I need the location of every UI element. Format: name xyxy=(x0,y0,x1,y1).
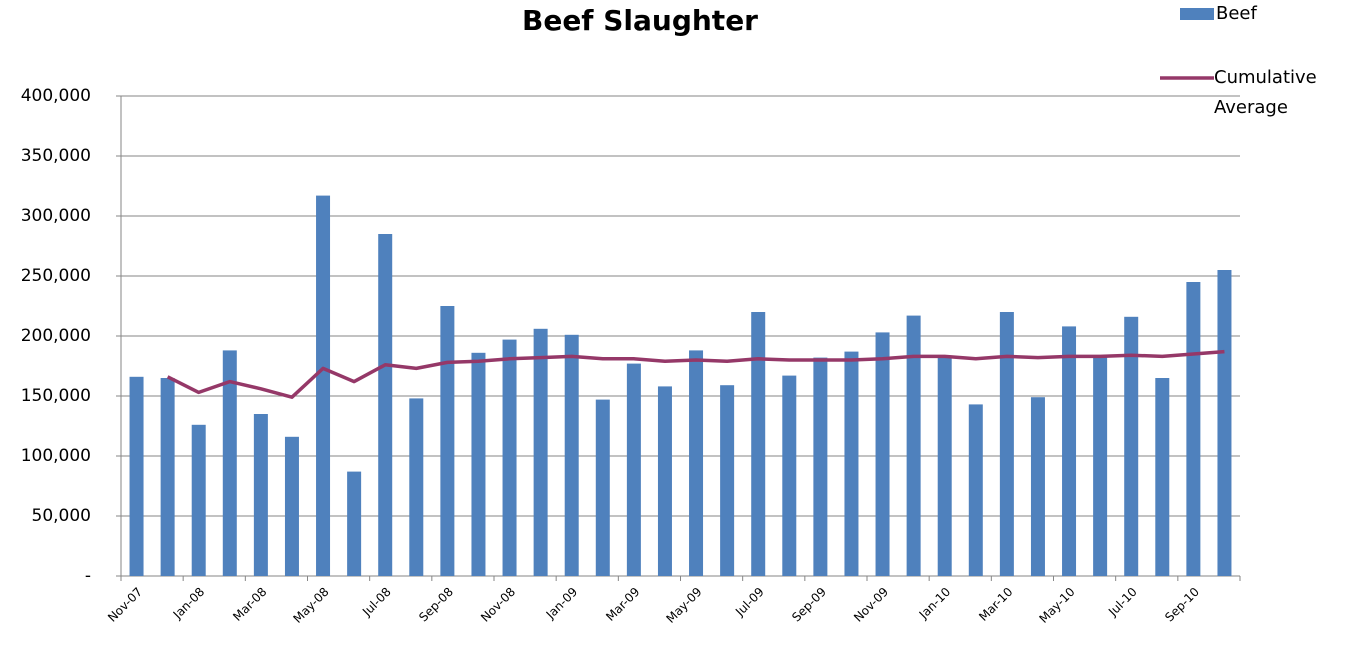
x-tick-label: Nov-09 xyxy=(851,585,891,625)
bar xyxy=(284,436,299,576)
bar xyxy=(657,386,672,576)
x-tick-label: Sep-08 xyxy=(416,585,456,625)
bar xyxy=(937,356,952,576)
y-tick-label: 300,000 xyxy=(21,206,91,226)
bar xyxy=(1030,397,1045,576)
bar xyxy=(440,306,455,576)
x-tick-label: Jul-10 xyxy=(1105,585,1140,620)
y-tick-label: 250,000 xyxy=(21,266,91,286)
bar xyxy=(968,404,983,576)
bar xyxy=(1186,282,1201,576)
bar xyxy=(751,312,766,576)
bar xyxy=(253,414,268,576)
bar xyxy=(813,357,828,576)
x-tick-label: Nov-08 xyxy=(478,585,518,625)
x-tick-label: Mar-10 xyxy=(976,585,1015,624)
legend-label: Cumulative Average xyxy=(1214,67,1317,118)
x-tick-label: Sep-09 xyxy=(789,585,829,625)
bar xyxy=(564,334,579,576)
bar xyxy=(502,339,517,576)
y-tick-label: - xyxy=(85,566,91,586)
bar xyxy=(1062,326,1077,576)
bar xyxy=(626,363,641,576)
bar xyxy=(471,352,486,576)
bar xyxy=(1155,378,1170,576)
bar xyxy=(689,350,704,576)
bar xyxy=(222,350,237,576)
bar xyxy=(906,315,921,576)
line xyxy=(166,349,1225,399)
x-tick-label: Jan-10 xyxy=(916,585,954,623)
bar xyxy=(409,398,424,576)
y-tick-label: 350,000 xyxy=(21,146,91,166)
bar xyxy=(533,328,548,576)
bar xyxy=(129,376,144,576)
x-tick-label: Jan-08 xyxy=(170,585,208,623)
bar xyxy=(1124,316,1139,576)
bar xyxy=(160,378,175,576)
y-tick-label: 100,000 xyxy=(21,446,91,466)
bar xyxy=(720,385,735,576)
bar xyxy=(999,312,1014,576)
x-tick-label: Mar-08 xyxy=(230,585,269,624)
x-tick-label: May-10 xyxy=(1036,585,1077,626)
x-tick-label: Jul-08 xyxy=(359,585,394,620)
x-tick-label: Jul-09 xyxy=(732,585,767,620)
legend-swatch xyxy=(1180,8,1214,20)
x-tick-label: Sep-10 xyxy=(1162,585,1202,625)
bar xyxy=(378,234,393,576)
bar xyxy=(347,471,362,576)
bar xyxy=(595,399,610,576)
chart-title: Beef Slaughter xyxy=(522,4,758,37)
x-tick-label: Mar-09 xyxy=(603,585,642,624)
bar xyxy=(1217,270,1232,576)
x-tick-label: May-09 xyxy=(663,585,704,626)
bar xyxy=(844,351,859,576)
x-tick-label: Nov-07 xyxy=(105,585,145,625)
bar xyxy=(875,332,890,576)
y-tick-label: 50,000 xyxy=(32,506,91,526)
x-tick-label: Jan-09 xyxy=(543,585,581,623)
legend-label: Beef xyxy=(1216,3,1257,24)
x-tick-label: May-08 xyxy=(290,585,331,626)
bar xyxy=(782,375,797,576)
bar xyxy=(1093,356,1108,576)
bar xyxy=(191,424,206,576)
y-tick-label: 150,000 xyxy=(21,386,91,406)
y-tick-label: 200,000 xyxy=(21,326,91,346)
y-tick-label: 400,000 xyxy=(21,86,91,106)
bar xyxy=(316,195,331,576)
